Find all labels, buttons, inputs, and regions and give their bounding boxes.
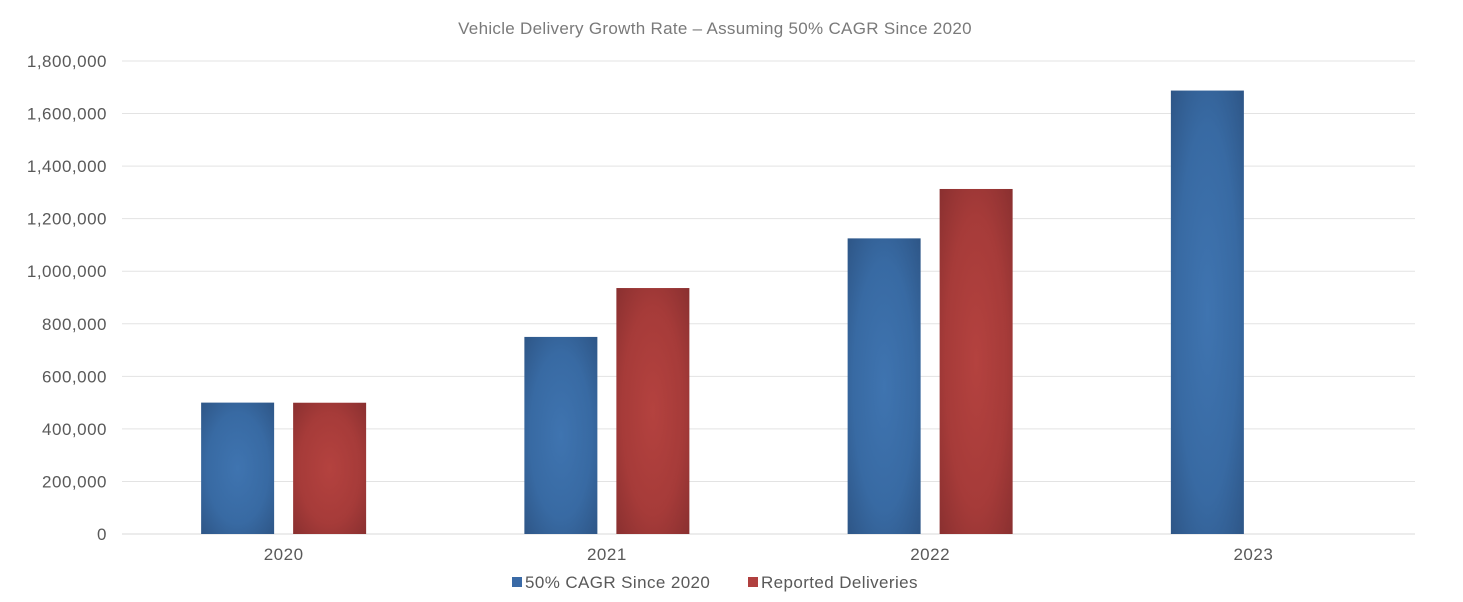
- bar-reported-2022: [939, 188, 1013, 534]
- x-tick-label: 2020: [264, 545, 304, 564]
- bar-cagr-2020: [201, 402, 275, 534]
- bar-cagr-2021: [524, 336, 598, 534]
- y-tick-label: 400,000: [42, 420, 107, 439]
- bar-reported-2021: [616, 288, 690, 534]
- x-axis-ticks: 2020 2021 2022 2023: [264, 545, 1273, 564]
- legend: 50% CAGR Since 2020 Reported Deliveries: [512, 573, 918, 592]
- legend-label-reported: Reported Deliveries: [761, 573, 918, 592]
- y-tick-label: 1,000,000: [27, 262, 107, 281]
- x-tick-label: 2022: [910, 545, 950, 564]
- y-tick-label: 1,400,000: [27, 157, 107, 176]
- legend-swatch-reported: [748, 577, 758, 587]
- chart-title: Vehicle Delivery Growth Rate – Assuming …: [458, 19, 972, 38]
- y-tick-label: 1,200,000: [27, 210, 107, 229]
- bar-reported-2020: [293, 402, 367, 534]
- y-tick-label: 1,600,000: [27, 105, 107, 124]
- y-tick-label: 0: [97, 525, 107, 544]
- y-tick-label: 1,800,000: [27, 52, 107, 71]
- bar-cagr-2023: [1170, 90, 1244, 534]
- y-tick-label: 200,000: [42, 472, 107, 491]
- x-tick-label: 2023: [1233, 545, 1273, 564]
- legend-label-cagr: 50% CAGR Since 2020: [525, 573, 710, 592]
- bars: [201, 90, 1244, 534]
- bar-cagr-2022: [847, 238, 921, 534]
- y-tick-label: 600,000: [42, 367, 107, 386]
- y-tick-label: 800,000: [42, 315, 107, 334]
- x-tick-label: 2021: [587, 545, 627, 564]
- legend-swatch-cagr: [512, 577, 522, 587]
- y-axis-ticks: 0 200,000 400,000 600,000 800,000 1,000,000 1,…: [27, 52, 107, 544]
